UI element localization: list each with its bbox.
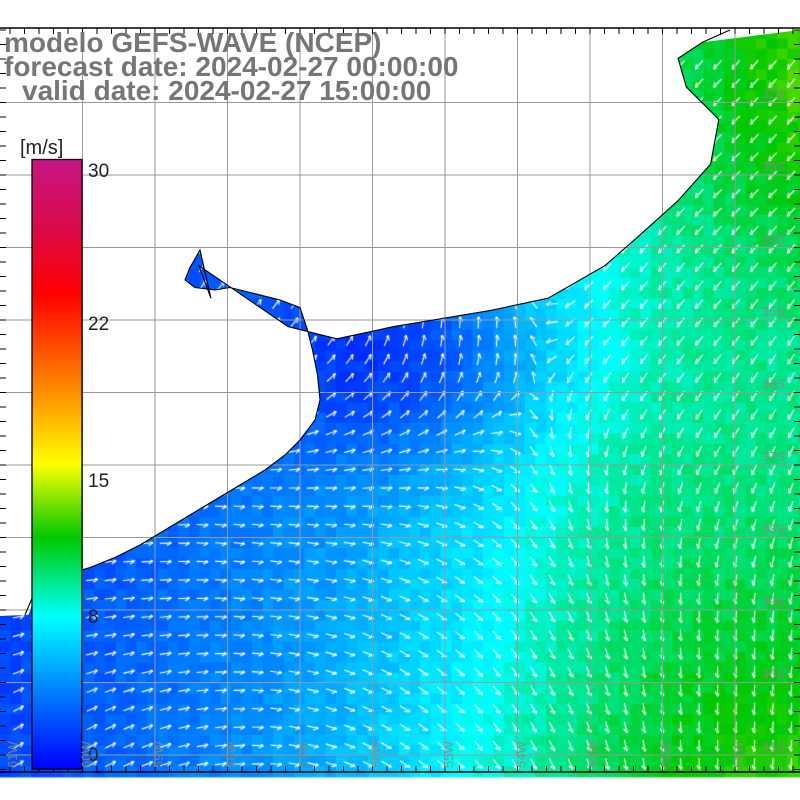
svg-text:35S: 35S <box>762 304 785 319</box>
svg-text:15: 15 <box>88 471 109 492</box>
svg-text:33S: 33S <box>762 159 785 174</box>
svg-text:30: 30 <box>88 161 109 182</box>
svg-text:36S: 36S <box>762 377 785 392</box>
svg-text:40S: 40S <box>762 667 785 682</box>
svg-text:58W: 58W <box>224 741 239 768</box>
svg-text:57W: 57W <box>296 741 311 768</box>
svg-text:valid date: 2024-02-27 15:00:0: valid date: 2024-02-27 15:00:00 <box>22 75 431 106</box>
svg-text:[m/s]: [m/s] <box>20 137 63 159</box>
svg-text:54W: 54W <box>514 741 529 768</box>
svg-text:55W: 55W <box>441 741 456 768</box>
svg-text:51W: 51W <box>731 741 746 768</box>
svg-text:22: 22 <box>88 314 109 335</box>
svg-text:59W: 59W <box>151 741 166 768</box>
svg-text:32S: 32S <box>762 87 785 102</box>
svg-text:52W: 52W <box>659 741 674 768</box>
svg-text:61W: 61W <box>5 741 20 768</box>
svg-text:41S: 41S <box>762 739 785 754</box>
svg-text:34S: 34S <box>762 232 785 247</box>
svg-text:8: 8 <box>88 607 99 628</box>
svg-text:53W: 53W <box>586 741 601 768</box>
svg-text:38S: 38S <box>762 522 785 537</box>
svg-text:60W: 60W <box>79 741 94 768</box>
svg-text:39S: 39S <box>762 594 785 609</box>
svg-text:56W: 56W <box>369 741 384 768</box>
svg-text:37S: 37S <box>762 449 785 464</box>
